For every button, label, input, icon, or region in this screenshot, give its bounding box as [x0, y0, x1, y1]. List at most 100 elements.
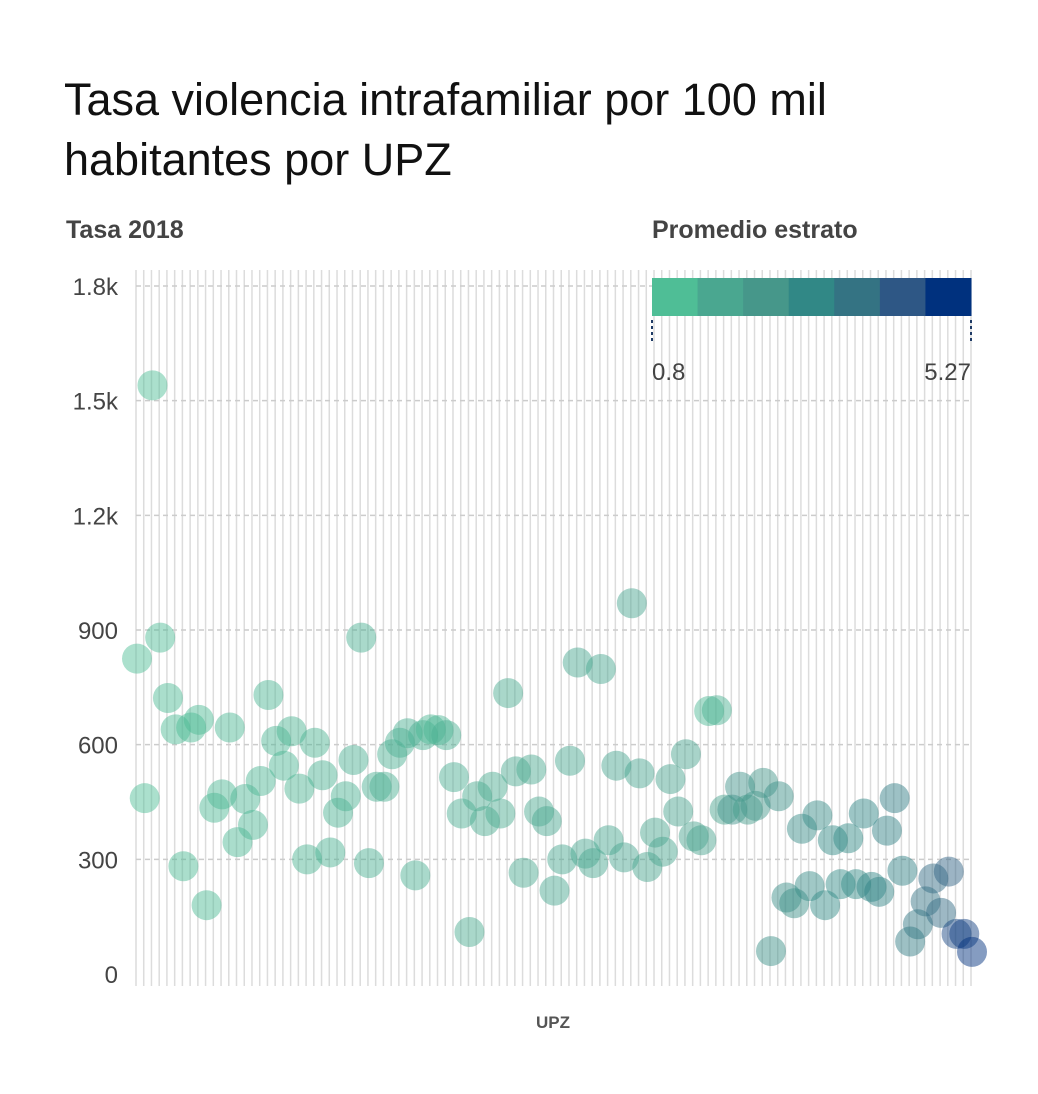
data-point — [740, 790, 771, 821]
data-point — [168, 851, 199, 882]
data-point — [500, 756, 531, 787]
data-point — [817, 825, 848, 856]
data-point — [214, 712, 245, 743]
data-point — [307, 760, 338, 791]
data-point — [361, 771, 392, 802]
data-point — [755, 936, 786, 967]
data-point — [230, 783, 261, 814]
legend-min-label: 0.8 — [652, 359, 685, 386]
data-point — [609, 842, 640, 873]
data-point — [833, 823, 864, 854]
data-point — [871, 815, 902, 846]
data-point — [895, 926, 926, 957]
y-tick-label: 1.5k — [73, 389, 119, 416]
data-point — [531, 806, 562, 837]
data-point — [848, 798, 879, 829]
data-point — [191, 890, 222, 921]
data-point — [933, 856, 964, 887]
data-point — [431, 720, 462, 751]
data-point — [261, 725, 292, 756]
data-point — [802, 800, 833, 831]
chart-title: Tasa violencia intrafamiliar por 100 mil… — [64, 74, 827, 185]
data-point — [137, 370, 168, 401]
data-point — [369, 771, 400, 802]
data-point — [748, 767, 779, 798]
data-point — [284, 773, 315, 804]
data-point — [624, 758, 655, 789]
data-point — [323, 797, 354, 828]
data-point — [493, 678, 524, 709]
data-point — [408, 720, 439, 751]
data-point — [678, 821, 709, 852]
data-point — [864, 876, 895, 907]
data-point — [841, 869, 872, 900]
data-point — [879, 783, 910, 814]
data-point — [299, 727, 330, 758]
data-point — [392, 718, 423, 749]
data-point — [516, 754, 547, 785]
data-point — [593, 825, 624, 856]
y-tick-label: 1.2k — [73, 503, 119, 530]
y-tick-label: 900 — [78, 618, 118, 645]
data-point — [207, 779, 238, 810]
data-point — [469, 806, 500, 837]
vertical-gridlines — [135, 270, 972, 986]
data-point — [655, 764, 686, 795]
data-point — [338, 744, 369, 775]
data-point — [438, 762, 469, 793]
data-point — [670, 739, 701, 770]
legend-max-label: 5.27 — [924, 359, 971, 386]
data-point — [423, 715, 454, 746]
data-point — [810, 890, 841, 921]
data-point — [949, 918, 980, 949]
data-point — [632, 851, 663, 882]
data-point — [330, 781, 361, 812]
data-point — [717, 794, 748, 825]
data-point — [647, 836, 678, 867]
data-point — [454, 916, 485, 947]
data-point — [663, 796, 694, 827]
data-point — [771, 882, 802, 913]
legend-swatch — [834, 278, 881, 316]
data-point — [926, 897, 957, 928]
data-point — [694, 696, 725, 727]
data-point — [199, 792, 230, 823]
data-point — [508, 857, 539, 888]
data-point — [253, 679, 284, 710]
data-point — [315, 837, 346, 868]
data-point — [176, 712, 207, 743]
y-tick-label: 600 — [78, 733, 118, 760]
y-tick-label: 1.8k — [73, 274, 119, 301]
data-point — [384, 727, 415, 758]
data-point — [910, 886, 941, 917]
data-point — [400, 860, 431, 891]
data-point — [122, 643, 152, 674]
color-legend: 0.8 5.27 — [651, 278, 972, 386]
data-point — [562, 647, 593, 678]
data-point — [794, 871, 825, 902]
data-point — [485, 798, 516, 829]
data-point — [353, 848, 384, 879]
data-point — [554, 745, 585, 776]
data-points — [122, 370, 987, 967]
data-point — [145, 622, 176, 653]
data-point — [160, 714, 191, 745]
data-point — [539, 875, 570, 906]
data-point — [477, 771, 508, 802]
legend-title: Promedio estrato — [652, 216, 858, 244]
y-tick-label: 0 — [105, 962, 118, 989]
data-point — [183, 704, 214, 735]
data-point — [268, 750, 299, 781]
data-point — [686, 825, 717, 856]
data-point — [601, 750, 632, 781]
data-point — [640, 817, 671, 848]
data-point — [237, 809, 268, 840]
y-axis-label: Tasa 2018 — [66, 216, 184, 244]
legend-swatch — [652, 278, 699, 316]
data-point — [222, 827, 253, 858]
data-point — [887, 855, 918, 886]
x-axis-label: UPZ — [536, 1013, 570, 1032]
data-point — [462, 781, 493, 812]
data-point — [918, 863, 949, 894]
